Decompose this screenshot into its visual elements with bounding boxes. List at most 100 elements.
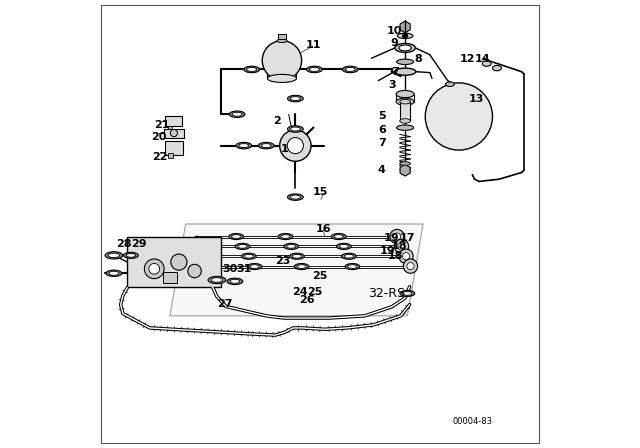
Ellipse shape: [235, 243, 250, 250]
Ellipse shape: [108, 253, 120, 258]
Ellipse shape: [348, 265, 357, 268]
Circle shape: [394, 239, 409, 254]
Text: 29: 29: [131, 239, 147, 249]
Ellipse shape: [244, 66, 260, 73]
Ellipse shape: [399, 45, 412, 51]
Polygon shape: [170, 224, 423, 316]
Text: 32-RS: 32-RS: [368, 287, 405, 300]
Ellipse shape: [170, 129, 177, 137]
Ellipse shape: [332, 233, 346, 240]
Text: 22: 22: [152, 152, 168, 162]
Bar: [168, 126, 172, 129]
Text: 18: 18: [392, 241, 408, 250]
Bar: [278, 34, 285, 39]
Text: 14: 14: [474, 54, 490, 64]
Text: 9: 9: [390, 38, 398, 47]
Ellipse shape: [291, 195, 300, 199]
Polygon shape: [400, 164, 410, 176]
Ellipse shape: [287, 194, 303, 200]
Ellipse shape: [339, 245, 349, 248]
Ellipse shape: [232, 112, 242, 116]
Circle shape: [287, 138, 303, 154]
Text: 17: 17: [399, 233, 415, 243]
Ellipse shape: [261, 144, 271, 147]
Text: 7: 7: [392, 67, 399, 77]
Bar: [127, 237, 221, 287]
Circle shape: [403, 259, 418, 273]
Bar: [400, 102, 410, 121]
Ellipse shape: [105, 252, 123, 259]
Circle shape: [399, 249, 413, 263]
Ellipse shape: [268, 74, 296, 82]
Text: 16: 16: [316, 224, 332, 234]
Ellipse shape: [124, 252, 138, 258]
Circle shape: [188, 264, 201, 278]
Ellipse shape: [287, 95, 303, 102]
Circle shape: [403, 253, 410, 260]
Ellipse shape: [277, 39, 287, 43]
Ellipse shape: [345, 263, 360, 270]
Ellipse shape: [250, 265, 259, 268]
Text: 19: 19: [384, 233, 399, 243]
Ellipse shape: [344, 254, 354, 258]
Text: 19: 19: [380, 246, 395, 256]
Bar: [165, 141, 184, 155]
Ellipse shape: [394, 68, 416, 75]
Circle shape: [403, 33, 408, 39]
Ellipse shape: [400, 119, 410, 123]
Ellipse shape: [278, 233, 293, 240]
Text: 8: 8: [415, 54, 422, 64]
Text: 11: 11: [305, 40, 321, 50]
Ellipse shape: [259, 142, 274, 149]
Circle shape: [262, 41, 301, 80]
Ellipse shape: [397, 33, 413, 39]
Ellipse shape: [345, 68, 355, 71]
Text: 6: 6: [378, 125, 386, 135]
Text: 23: 23: [276, 256, 291, 266]
Text: 24: 24: [292, 287, 308, 297]
Text: 00004-83: 00004-83: [452, 417, 492, 426]
Text: 5: 5: [378, 112, 386, 121]
Ellipse shape: [342, 66, 358, 73]
Text: 30: 30: [222, 264, 237, 274]
Text: 31: 31: [236, 264, 252, 274]
Circle shape: [280, 130, 311, 161]
Ellipse shape: [211, 278, 223, 282]
Ellipse shape: [230, 280, 240, 283]
Ellipse shape: [396, 90, 414, 98]
Ellipse shape: [307, 66, 323, 73]
Ellipse shape: [445, 82, 454, 86]
Ellipse shape: [287, 126, 303, 132]
Ellipse shape: [287, 245, 296, 248]
Ellipse shape: [106, 270, 122, 276]
Text: 15: 15: [312, 187, 328, 197]
Ellipse shape: [239, 144, 249, 147]
Ellipse shape: [109, 271, 119, 275]
Ellipse shape: [397, 125, 413, 130]
Ellipse shape: [247, 263, 262, 270]
Ellipse shape: [400, 290, 415, 297]
Ellipse shape: [291, 127, 300, 131]
Circle shape: [390, 229, 404, 244]
Ellipse shape: [396, 98, 414, 105]
Ellipse shape: [281, 235, 290, 238]
Ellipse shape: [337, 243, 351, 250]
Ellipse shape: [227, 278, 243, 284]
Ellipse shape: [297, 265, 307, 268]
Ellipse shape: [482, 61, 491, 66]
Ellipse shape: [236, 142, 252, 149]
Bar: [165, 116, 182, 126]
Ellipse shape: [493, 65, 502, 71]
Bar: [164, 129, 184, 138]
Text: 13: 13: [468, 94, 484, 103]
Text: 21: 21: [154, 121, 170, 130]
Text: 26: 26: [299, 295, 314, 305]
Ellipse shape: [289, 253, 305, 259]
Ellipse shape: [294, 263, 309, 270]
Ellipse shape: [400, 162, 410, 165]
Ellipse shape: [229, 111, 245, 117]
Ellipse shape: [342, 253, 356, 259]
Bar: [168, 153, 173, 158]
Ellipse shape: [284, 243, 299, 250]
Ellipse shape: [232, 235, 241, 238]
